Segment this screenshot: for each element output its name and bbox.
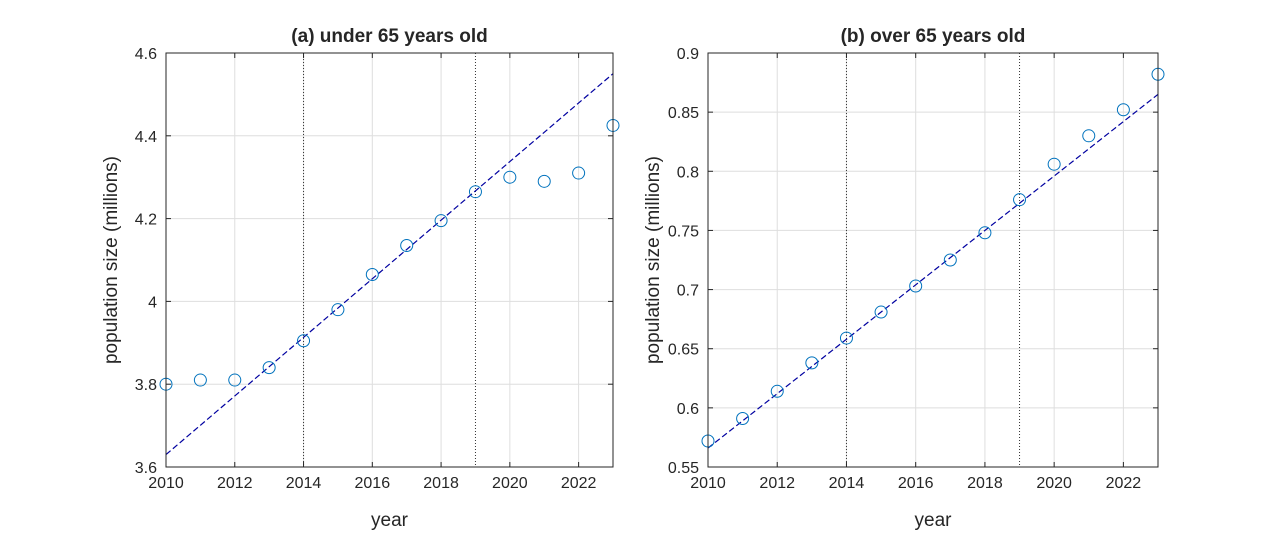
y-tick-label: 0.75 bbox=[668, 223, 699, 240]
y-tick-label: 4 bbox=[148, 294, 157, 311]
x-tick-label: 2012 bbox=[217, 475, 253, 492]
fit-line bbox=[166, 73, 613, 456]
data-point bbox=[572, 166, 586, 180]
data-point bbox=[297, 334, 311, 348]
data-point bbox=[434, 214, 448, 228]
y-tick-label: 3.6 bbox=[135, 460, 157, 477]
data-point bbox=[365, 267, 379, 281]
x-tick-label: 2010 bbox=[148, 475, 184, 492]
x-tick-label: 2014 bbox=[286, 475, 322, 492]
y-axis-label: population size (millions) bbox=[643, 156, 664, 364]
x-tick-label: 2016 bbox=[898, 475, 934, 492]
y-axis-label: population size (millions) bbox=[101, 156, 122, 364]
y-tick-label: 0.65 bbox=[668, 342, 699, 359]
data-point bbox=[1082, 129, 1096, 143]
fit-line bbox=[708, 93, 1158, 449]
y-tick-label: 3.8 bbox=[135, 377, 157, 394]
data-point bbox=[874, 305, 888, 319]
data-point bbox=[228, 373, 242, 387]
x-axis-label: year bbox=[371, 510, 409, 531]
y-tick-label: 4.2 bbox=[135, 212, 157, 229]
y-tick-label: 4.6 bbox=[135, 46, 157, 63]
data-point bbox=[1047, 157, 1061, 171]
x-tick-label: 2022 bbox=[1106, 475, 1142, 492]
y-tick-label: 0.8 bbox=[677, 164, 699, 181]
data-point bbox=[943, 253, 957, 267]
x-tick-label: 2012 bbox=[759, 475, 795, 492]
axes-box bbox=[165, 52, 614, 468]
y-tick-label: 0.85 bbox=[668, 105, 699, 122]
y-tick-label: 0.6 bbox=[677, 401, 699, 418]
data-point bbox=[537, 174, 551, 188]
chart-panel-a: 2010 2012 2014 2016 2018 2020 2022 3.6 3.8 4 4.2 4.… bbox=[101, 26, 620, 531]
data-point bbox=[331, 303, 345, 317]
x-tick-label: 2018 bbox=[967, 475, 1003, 492]
y-tick-label: 0.7 bbox=[677, 283, 699, 300]
data-point bbox=[468, 185, 482, 199]
x-tick-label: 2020 bbox=[492, 475, 528, 492]
chart-panel-b: 2010 2012 2014 2016 2018 2020 2022 0.55 0.6 0.65 0… bbox=[643, 26, 1165, 531]
data-point bbox=[909, 279, 923, 293]
chart-title: (a) under 65 years old bbox=[291, 26, 487, 47]
data-point bbox=[839, 331, 853, 345]
x-tick-label: 2014 bbox=[829, 475, 865, 492]
data-point bbox=[1013, 193, 1027, 207]
data-point bbox=[193, 373, 207, 387]
data-point bbox=[736, 412, 750, 426]
data-point bbox=[805, 356, 819, 370]
chart-title: (b) over 65 years old bbox=[841, 26, 1026, 47]
data-point bbox=[978, 226, 992, 240]
axes-box bbox=[707, 52, 1159, 468]
x-tick-label: 2022 bbox=[561, 475, 597, 492]
data-point bbox=[400, 239, 414, 253]
data-point bbox=[1116, 103, 1130, 117]
data-point bbox=[770, 384, 784, 398]
data-point bbox=[503, 170, 517, 184]
x-tick-label: 2020 bbox=[1036, 475, 1072, 492]
y-tick-label: 0.55 bbox=[668, 460, 699, 477]
x-axis-label: year bbox=[915, 510, 953, 531]
x-tick-label: 2016 bbox=[355, 475, 391, 492]
y-tick-label: 4.4 bbox=[135, 129, 157, 146]
y-tick-label: 0.9 bbox=[677, 46, 699, 63]
x-tick-label: 2010 bbox=[690, 475, 726, 492]
x-tick-label: 2018 bbox=[423, 475, 459, 492]
data-point bbox=[262, 361, 276, 375]
